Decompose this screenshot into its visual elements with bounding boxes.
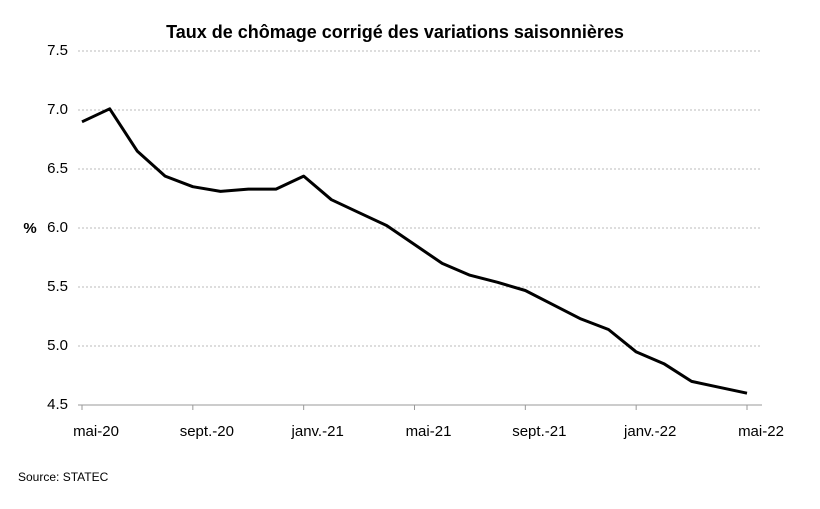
y-tick-label: 5.5 — [47, 278, 68, 295]
x-tick-label: mai-22 — [738, 423, 784, 440]
x-tick-label: mai-21 — [406, 423, 452, 440]
x-tick-label: sept.-20 — [180, 423, 234, 440]
y-tick-label: 4.5 — [47, 396, 68, 413]
y-tick-label: 6.5 — [47, 160, 68, 177]
line-series — [81, 107, 748, 395]
x-tick-label: janv.-21 — [291, 423, 344, 440]
x-tick-label: janv.-22 — [623, 423, 676, 440]
chart-title: Taux de chômage corrigé des variations s… — [166, 22, 624, 42]
y-axis-label: % — [23, 220, 36, 237]
y-tick-label: 6.0 — [47, 219, 68, 236]
x-tick-label: sept.-21 — [512, 423, 566, 440]
y-tick-label: 5.0 — [47, 337, 68, 354]
y-tick-label: 7.5 — [47, 42, 68, 59]
y-tick-label: 7.0 — [47, 101, 68, 118]
source: Source: STATEC — [18, 470, 109, 484]
x-tick-label: mai-20 — [73, 423, 119, 440]
